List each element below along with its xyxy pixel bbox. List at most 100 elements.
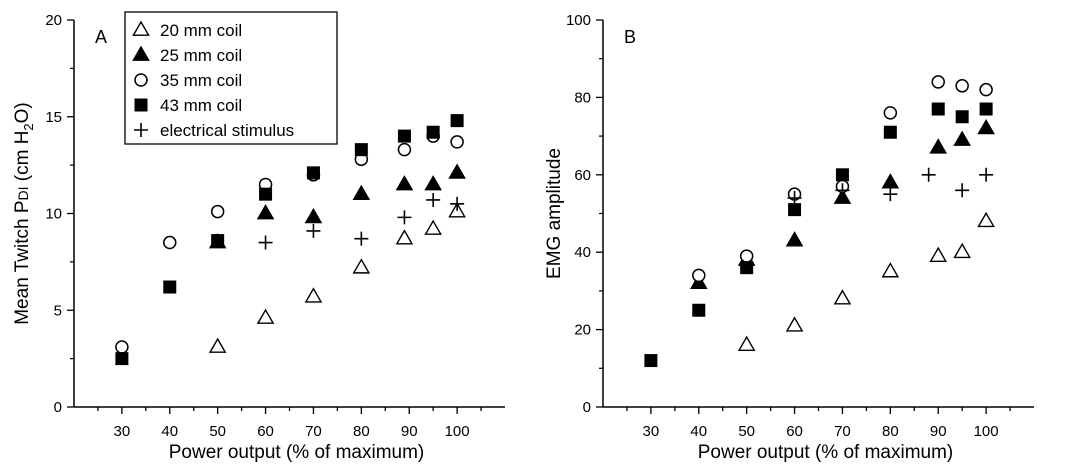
y-tick-label: 100 bbox=[566, 12, 591, 29]
legend-label: 20 mm coil bbox=[160, 21, 242, 40]
data-point bbox=[929, 246, 948, 262]
series-25-mm-coil bbox=[689, 118, 995, 290]
data-point bbox=[352, 258, 371, 274]
data-point bbox=[977, 211, 995, 228]
data-point bbox=[115, 352, 129, 366]
x-axis-title: Power output (% of maximum) bbox=[169, 442, 425, 463]
data-point bbox=[448, 163, 466, 179]
y-tick-label: 40 bbox=[574, 244, 591, 261]
legend: 20 mm coil 25 mm coil 35 mm coil 43 mm coil… bbox=[124, 11, 338, 145]
x-tick-label: 80 bbox=[353, 423, 370, 440]
data-point bbox=[931, 102, 945, 116]
legend-label: 25 mm coil bbox=[160, 46, 242, 65]
x-tick-label: 70 bbox=[305, 423, 322, 440]
data-point bbox=[450, 135, 464, 149]
data-point bbox=[883, 187, 898, 202]
panel-a-chart: 0 5 10 15 20 30 40 50 60 70 80 90 100 Power output (%… bbox=[12, 11, 505, 463]
x-tick-label: 70 bbox=[834, 423, 851, 440]
data-point bbox=[979, 82, 993, 97]
data-point bbox=[953, 242, 971, 259]
data-point bbox=[737, 335, 756, 351]
x-tick-label: 100 bbox=[974, 423, 999, 440]
y-axis-title: Mean Twitch PDI (cm H2O) bbox=[12, 102, 36, 325]
data-point bbox=[395, 229, 414, 245]
data-point bbox=[352, 184, 371, 201]
data-point bbox=[424, 175, 442, 191]
series-20-mm-coil bbox=[208, 202, 466, 353]
data-point bbox=[881, 262, 900, 278]
data-point bbox=[835, 183, 850, 198]
y-tick-label: 15 bbox=[45, 109, 62, 126]
x-axis-title: Power output (% of maximum) bbox=[698, 442, 954, 463]
data-point bbox=[953, 130, 971, 146]
x-tick-label: 90 bbox=[401, 423, 418, 440]
data-point bbox=[979, 102, 993, 116]
legend-marker bbox=[134, 123, 148, 137]
series-25-mm-coil bbox=[208, 163, 466, 249]
data-point bbox=[115, 340, 129, 354]
data-point bbox=[395, 175, 414, 191]
legend-marker bbox=[132, 45, 150, 61]
x-tick-label: 50 bbox=[209, 423, 226, 440]
panel-label: A bbox=[95, 27, 107, 47]
y-tick-label: 5 bbox=[54, 302, 62, 319]
legend-marker bbox=[134, 73, 148, 87]
data-point bbox=[424, 219, 442, 235]
data-point bbox=[304, 207, 323, 224]
data-point bbox=[881, 173, 900, 189]
x-tick-label: 90 bbox=[930, 423, 947, 440]
data-point bbox=[354, 231, 369, 246]
legend-marker bbox=[134, 98, 148, 112]
y-tick-label: 80 bbox=[574, 89, 591, 106]
panel-b-chart: 0 20 40 60 80 100 30 40 50 60 70 80 90 100 Power outpu… bbox=[544, 12, 1034, 463]
data-point bbox=[740, 261, 754, 275]
legend-marker bbox=[132, 20, 150, 36]
data-point bbox=[955, 79, 969, 93]
series-electrical-stimulus bbox=[787, 167, 994, 206]
y-axis-title: EMG amplitude bbox=[544, 148, 565, 279]
legend-box bbox=[124, 11, 338, 145]
data-point bbox=[692, 268, 706, 283]
x-tick-label: 100 bbox=[445, 423, 470, 440]
data-point bbox=[921, 167, 936, 182]
data-point bbox=[304, 287, 323, 303]
data-point bbox=[739, 249, 754, 263]
data-point bbox=[692, 303, 706, 317]
data-point bbox=[256, 204, 275, 220]
data-point bbox=[208, 337, 227, 353]
data-point bbox=[210, 204, 225, 219]
data-point bbox=[256, 308, 275, 324]
data-point bbox=[397, 210, 412, 225]
data-point bbox=[306, 223, 321, 238]
data-point bbox=[955, 183, 970, 198]
y-tick-label: 20 bbox=[45, 12, 62, 29]
data-point bbox=[785, 231, 804, 247]
data-point bbox=[354, 143, 368, 157]
x-tick-label: 40 bbox=[690, 423, 707, 440]
y-tick-label: 10 bbox=[45, 206, 62, 223]
data-point bbox=[883, 106, 898, 120]
data-point bbox=[450, 196, 465, 211]
data-point bbox=[397, 129, 411, 143]
x-tick-label: 30 bbox=[114, 423, 131, 440]
data-point bbox=[955, 110, 969, 124]
data-point bbox=[397, 142, 412, 157]
data-point bbox=[788, 203, 802, 217]
y-tick-label: 0 bbox=[583, 399, 591, 416]
data-point bbox=[929, 138, 948, 154]
legend-label: electrical stimulus bbox=[160, 121, 294, 140]
y-tick-label: 60 bbox=[574, 167, 591, 184]
x-tick-label: 40 bbox=[161, 423, 178, 440]
data-point bbox=[835, 168, 849, 182]
series-43-mm-coil bbox=[644, 102, 993, 368]
data-point bbox=[931, 75, 945, 89]
data-point bbox=[883, 125, 897, 139]
x-tick-label: 60 bbox=[257, 423, 274, 440]
data-point bbox=[644, 354, 658, 368]
data-point bbox=[977, 118, 995, 135]
legend-label: 43 mm coil bbox=[160, 96, 242, 115]
series-electrical-stimulus bbox=[258, 192, 465, 250]
data-point bbox=[426, 125, 440, 139]
data-point bbox=[259, 187, 273, 201]
